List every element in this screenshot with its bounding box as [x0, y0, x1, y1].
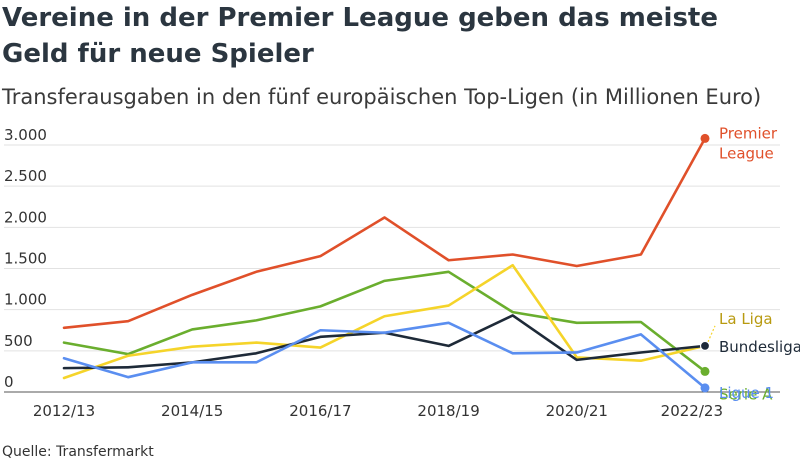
series-endpoint — [700, 133, 710, 143]
series-endpoint — [700, 366, 710, 376]
chart-title: Vereine in der Premier League geben das … — [2, 3, 718, 69]
series-line-premier-league — [62, 137, 707, 330]
y-tick-label: 1.500 — [4, 250, 47, 268]
series-endpoint — [700, 383, 710, 393]
y-tick-label: 500 — [4, 332, 33, 350]
series-line-ligue-1 — [62, 321, 707, 390]
series-line-serie-a — [62, 270, 707, 373]
x-tick-label: 2016/17 — [289, 402, 351, 420]
series-label: Serie A — [719, 385, 773, 403]
x-tick-label: 2014/15 — [161, 402, 223, 420]
y-tick-label: 1.000 — [4, 291, 47, 309]
series-label: La Liga — [719, 310, 773, 328]
y-tick-label: 0 — [4, 373, 14, 391]
y-tick-label: 3.000 — [4, 126, 47, 144]
y-tick-label: 2.500 — [4, 167, 47, 185]
x-tick-label: 2020/21 — [546, 402, 608, 420]
x-tick-label: 2018/19 — [417, 402, 479, 420]
y-tick-label: 2.000 — [4, 208, 47, 226]
x-tick-label: 2012/13 — [33, 402, 95, 420]
x-tick-label: 2022/23 — [661, 402, 723, 420]
series-label: Premier — [719, 124, 778, 142]
series-label: League — [719, 144, 774, 162]
line-chart: 0 500 1.000 1.500 2.000 2.500 3.000 2012/13 2014… — [4, 124, 800, 420]
series-label: Bundesliga — [719, 338, 800, 356]
series-label: Ligue 1 — [719, 384, 774, 402]
series-endpoint — [699, 340, 711, 351]
label-leader-line — [707, 325, 716, 343]
chart-subtitle: Transferausgaben in den fünf europäische… — [2, 85, 762, 109]
source-note: Quelle: Transfermarkt — [2, 444, 154, 460]
